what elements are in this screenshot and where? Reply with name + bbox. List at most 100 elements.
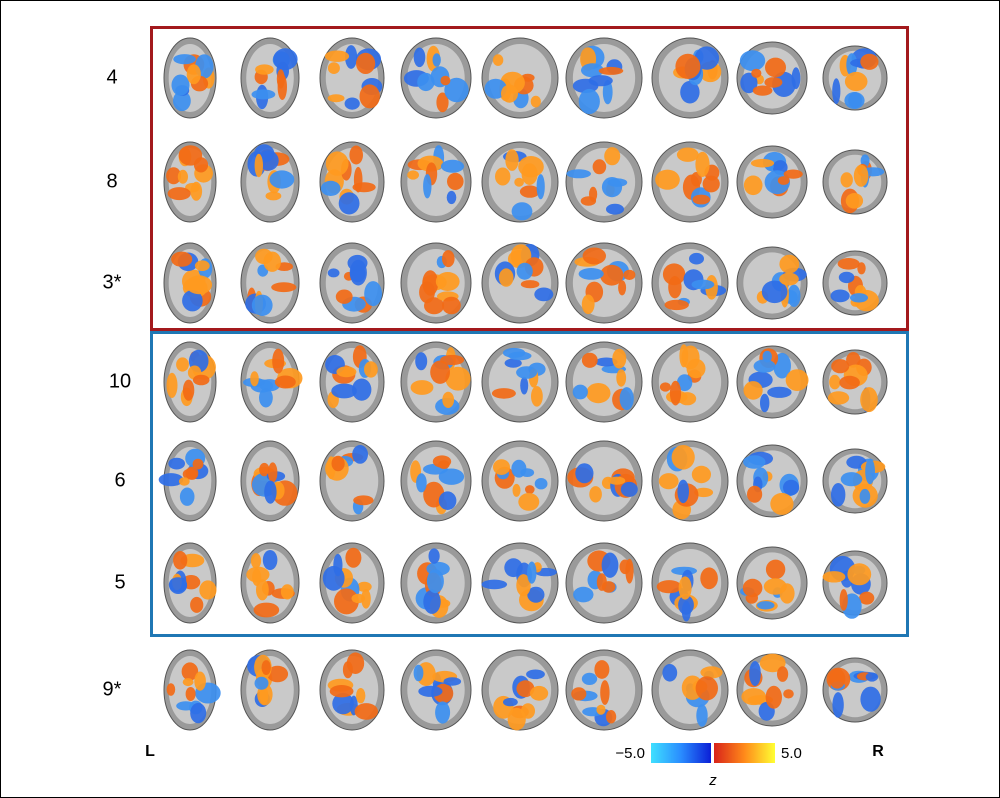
activation-positive bbox=[498, 268, 514, 287]
activation-positive bbox=[750, 158, 775, 168]
activation-negative bbox=[481, 579, 508, 590]
brain-slice bbox=[240, 242, 300, 324]
activation-positive bbox=[353, 495, 374, 506]
activation-positive bbox=[600, 264, 624, 286]
activation-negative bbox=[251, 89, 276, 100]
activation-positive bbox=[840, 172, 853, 188]
activation-positive bbox=[261, 660, 271, 676]
activation-positive bbox=[675, 53, 701, 79]
brain-slice bbox=[651, 141, 729, 223]
activation-positive bbox=[192, 458, 204, 470]
activation-positive bbox=[655, 169, 680, 190]
activation-negative bbox=[338, 192, 360, 215]
brain-slice bbox=[400, 542, 472, 624]
brain-slice bbox=[400, 341, 472, 423]
activation-positive bbox=[199, 580, 217, 600]
brain-slice bbox=[481, 440, 559, 522]
activation-negative bbox=[743, 455, 766, 469]
brain-slice bbox=[240, 440, 300, 522]
activation-positive bbox=[747, 485, 763, 503]
activation-negative bbox=[413, 664, 424, 682]
activation-positive bbox=[839, 375, 860, 390]
brain-slice bbox=[822, 657, 888, 723]
activation-positive bbox=[783, 169, 803, 179]
activation-negative bbox=[767, 386, 792, 398]
activation-positive bbox=[658, 473, 679, 490]
activation-negative bbox=[677, 479, 689, 504]
row-label: 6 bbox=[114, 469, 125, 491]
activation-positive bbox=[510, 244, 532, 268]
activation-positive bbox=[596, 704, 606, 715]
activation-negative bbox=[416, 473, 427, 493]
activation-positive bbox=[435, 272, 460, 291]
activation-negative bbox=[578, 88, 600, 115]
activation-positive bbox=[763, 578, 787, 595]
brain-slice bbox=[481, 542, 559, 624]
activation-positive bbox=[266, 665, 289, 683]
activation-positive bbox=[695, 676, 718, 701]
brain-slice bbox=[319, 37, 385, 119]
activation-positive bbox=[272, 348, 285, 374]
brain-slice bbox=[651, 440, 729, 522]
activation-negative bbox=[344, 97, 360, 110]
activation-negative bbox=[527, 561, 537, 584]
activation-negative bbox=[331, 383, 357, 399]
brain-slice bbox=[481, 649, 559, 731]
activation-positive bbox=[581, 294, 595, 315]
activation-positive bbox=[700, 567, 718, 590]
activation-positive bbox=[596, 573, 607, 591]
activation-positive bbox=[250, 371, 259, 387]
activation-positive bbox=[356, 52, 376, 74]
activation-negative bbox=[168, 577, 187, 593]
brain-slice bbox=[400, 37, 472, 119]
activation-negative bbox=[426, 569, 444, 594]
activation-positive bbox=[525, 485, 535, 494]
activation-positive bbox=[847, 563, 872, 586]
activation-negative bbox=[262, 550, 278, 570]
activation-positive bbox=[608, 476, 626, 485]
row-label: 4 bbox=[106, 66, 117, 88]
brain-slice bbox=[565, 440, 643, 522]
activation-negative bbox=[446, 190, 457, 205]
activation-negative bbox=[413, 47, 426, 68]
activation-negative bbox=[739, 50, 766, 72]
brain-slice bbox=[319, 141, 385, 223]
activation-positive bbox=[751, 68, 762, 78]
activation-negative bbox=[606, 203, 624, 215]
activation-positive bbox=[692, 194, 711, 205]
row-label: 5 bbox=[114, 571, 125, 593]
activation-negative bbox=[588, 75, 613, 87]
activation-positive bbox=[743, 175, 763, 196]
activation-positive bbox=[194, 260, 210, 272]
activation-positive bbox=[592, 159, 607, 175]
activation-positive bbox=[182, 468, 197, 480]
activation-positive bbox=[419, 281, 435, 304]
activation-positive bbox=[194, 671, 206, 691]
activation-positive bbox=[442, 296, 461, 315]
activation-positive bbox=[166, 683, 176, 696]
activation-positive bbox=[759, 653, 786, 673]
activation-positive bbox=[700, 666, 723, 679]
activation-positive bbox=[837, 258, 860, 270]
brain-slice bbox=[736, 246, 808, 320]
activation-negative bbox=[791, 67, 801, 90]
activation-positive bbox=[612, 348, 627, 369]
activation-positive bbox=[445, 366, 471, 391]
activation-positive bbox=[741, 688, 766, 706]
activation-positive bbox=[581, 352, 598, 368]
activation-negative bbox=[753, 359, 776, 373]
activation-negative bbox=[428, 548, 440, 564]
activation-negative bbox=[534, 478, 548, 490]
brain-slice bbox=[400, 440, 472, 522]
activation-negative bbox=[761, 280, 788, 304]
activation-negative bbox=[831, 483, 846, 507]
activation-negative bbox=[756, 601, 775, 610]
activation-positive bbox=[839, 589, 848, 611]
activation-negative bbox=[760, 393, 770, 413]
activation-negative bbox=[534, 287, 554, 302]
brain-slice bbox=[400, 649, 472, 731]
activation-positive bbox=[359, 84, 380, 109]
activation-negative bbox=[581, 63, 604, 78]
activation-negative bbox=[251, 294, 273, 316]
activation-positive bbox=[440, 75, 451, 86]
